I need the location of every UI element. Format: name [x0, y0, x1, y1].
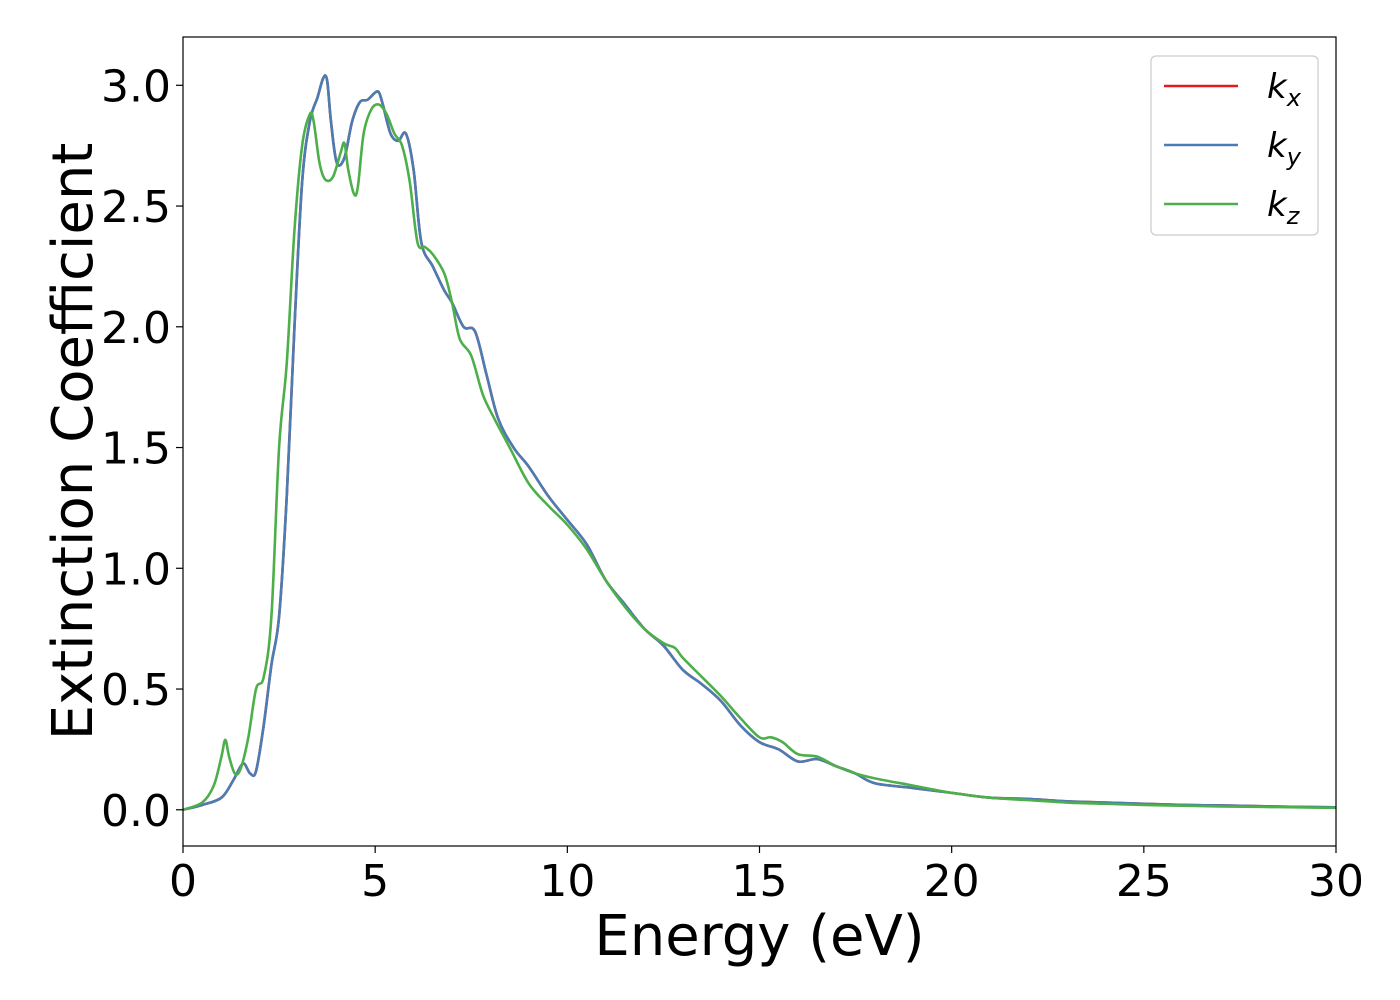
legend-label-x: kx [1267, 67, 1302, 112]
y-tick-label-6: 3.0 [101, 61, 171, 112]
legend-label-base: k [1267, 126, 1288, 166]
x-tick-label-0: 0 [169, 856, 197, 907]
ticks-layer: 0 5 10 15 20 25 30 0.0 0.5 1.0 1.5 2.0 2.5 3.0 [101, 61, 1364, 907]
legend-label-y: ky [1267, 126, 1302, 171]
x-axis-title: Energy (eV) [594, 904, 924, 969]
y-tick-label-3: 1.5 [101, 424, 171, 475]
y-tick-label-4: 2.0 [101, 303, 171, 354]
y-tick-label-0: 0.0 [101, 786, 171, 837]
y-tick-label-2: 1.0 [101, 544, 171, 595]
y-tick-label-5: 2.5 [101, 182, 171, 233]
legend-label-base: k [1267, 67, 1288, 107]
x-tick-label-2: 10 [539, 856, 595, 907]
legend-label-subscript: y [1286, 143, 1302, 171]
x-tick-label-1: 5 [361, 856, 389, 907]
x-tick-label-4: 20 [924, 856, 980, 907]
y-axis-title: Extinction Coefficient [41, 143, 106, 741]
x-tick-label-5: 25 [1116, 856, 1172, 907]
series-layer [183, 74, 1336, 812]
x-tick-label-3: 15 [732, 856, 788, 907]
series-line-z [183, 103, 1336, 812]
legend-label-subscript: x [1286, 84, 1302, 112]
y-tick-label-1: 0.5 [101, 665, 171, 716]
x-tick-label-6: 30 [1308, 856, 1364, 907]
legend-label-base: k [1267, 185, 1288, 225]
legend-label-subscript: z [1286, 202, 1301, 230]
legend-label-z: kz [1267, 185, 1301, 230]
